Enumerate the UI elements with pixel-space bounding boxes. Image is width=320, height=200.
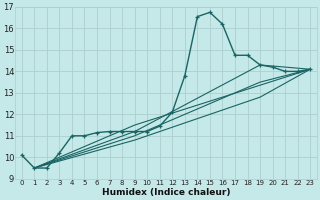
X-axis label: Humidex (Indice chaleur): Humidex (Indice chaleur) bbox=[102, 188, 230, 197]
